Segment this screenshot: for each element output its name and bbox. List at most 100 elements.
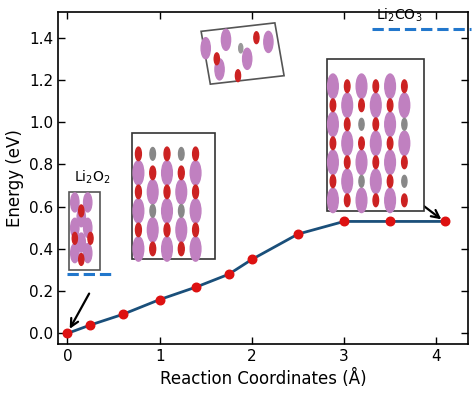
Circle shape bbox=[371, 169, 381, 193]
Circle shape bbox=[190, 237, 201, 261]
Circle shape bbox=[201, 38, 210, 59]
Circle shape bbox=[387, 175, 393, 188]
Text: Li$_2$O$_2$: Li$_2$O$_2$ bbox=[74, 168, 110, 186]
Point bbox=[340, 218, 348, 225]
Circle shape bbox=[385, 74, 395, 98]
Point bbox=[119, 311, 127, 318]
Circle shape bbox=[236, 70, 241, 82]
Circle shape bbox=[345, 194, 350, 207]
Circle shape bbox=[164, 185, 170, 199]
Circle shape bbox=[192, 223, 199, 237]
Circle shape bbox=[150, 204, 155, 217]
Circle shape bbox=[88, 232, 93, 244]
Circle shape bbox=[178, 166, 184, 180]
Circle shape bbox=[190, 199, 201, 223]
Circle shape bbox=[214, 53, 219, 65]
Circle shape bbox=[328, 112, 338, 137]
Point bbox=[64, 330, 71, 336]
Circle shape bbox=[399, 93, 410, 117]
X-axis label: Reaction Coordinates (Å): Reaction Coordinates (Å) bbox=[160, 369, 367, 388]
Point bbox=[294, 231, 301, 237]
Circle shape bbox=[330, 137, 336, 150]
Circle shape bbox=[176, 217, 187, 242]
Circle shape bbox=[150, 147, 155, 160]
Circle shape bbox=[133, 237, 144, 261]
Text: Li$_2$CO$_3$: Li$_2$CO$_3$ bbox=[376, 7, 423, 24]
Circle shape bbox=[342, 93, 353, 117]
Circle shape bbox=[345, 80, 350, 93]
Point bbox=[386, 218, 394, 225]
Circle shape bbox=[342, 169, 353, 193]
Point bbox=[248, 256, 255, 263]
Circle shape bbox=[385, 150, 395, 175]
Circle shape bbox=[399, 131, 410, 156]
Circle shape bbox=[359, 99, 365, 112]
Circle shape bbox=[164, 223, 170, 237]
Circle shape bbox=[176, 180, 187, 204]
Circle shape bbox=[179, 204, 184, 217]
Circle shape bbox=[162, 199, 173, 223]
Circle shape bbox=[264, 32, 273, 52]
Circle shape bbox=[192, 147, 199, 161]
Circle shape bbox=[79, 254, 84, 266]
Circle shape bbox=[387, 99, 393, 112]
Circle shape bbox=[371, 93, 381, 117]
Circle shape bbox=[71, 243, 79, 263]
Point bbox=[442, 218, 449, 225]
Circle shape bbox=[328, 74, 338, 98]
Circle shape bbox=[401, 80, 407, 93]
Circle shape bbox=[356, 188, 367, 213]
Circle shape bbox=[356, 74, 367, 98]
Circle shape bbox=[71, 218, 79, 237]
Circle shape bbox=[215, 59, 224, 80]
Circle shape bbox=[356, 150, 367, 175]
Point bbox=[225, 271, 233, 277]
Circle shape bbox=[162, 237, 173, 261]
Circle shape bbox=[359, 118, 364, 130]
Circle shape bbox=[328, 150, 338, 175]
Circle shape bbox=[136, 185, 141, 199]
Circle shape bbox=[387, 137, 393, 150]
Circle shape bbox=[72, 232, 77, 244]
Circle shape bbox=[133, 161, 144, 185]
Circle shape bbox=[77, 233, 85, 252]
Circle shape bbox=[328, 188, 338, 213]
Circle shape bbox=[71, 193, 79, 212]
Circle shape bbox=[401, 194, 407, 207]
Y-axis label: Energy (eV): Energy (eV) bbox=[6, 129, 24, 227]
Circle shape bbox=[330, 99, 336, 112]
Circle shape bbox=[254, 32, 259, 44]
FancyBboxPatch shape bbox=[328, 59, 424, 211]
Circle shape bbox=[162, 161, 173, 185]
Polygon shape bbox=[201, 23, 284, 84]
Circle shape bbox=[373, 194, 379, 207]
Point bbox=[156, 296, 164, 303]
Circle shape bbox=[164, 147, 170, 161]
Circle shape bbox=[330, 175, 336, 188]
Circle shape bbox=[221, 29, 231, 50]
Circle shape bbox=[345, 156, 350, 169]
Circle shape bbox=[179, 147, 184, 160]
Circle shape bbox=[402, 175, 407, 187]
Point bbox=[87, 322, 94, 328]
Circle shape bbox=[402, 118, 407, 130]
Circle shape bbox=[239, 44, 243, 53]
Circle shape bbox=[243, 48, 252, 69]
FancyBboxPatch shape bbox=[132, 133, 215, 260]
Circle shape bbox=[133, 199, 144, 223]
Circle shape bbox=[83, 243, 92, 263]
Circle shape bbox=[385, 188, 395, 213]
Circle shape bbox=[345, 118, 350, 131]
Circle shape bbox=[385, 112, 395, 137]
Circle shape bbox=[147, 180, 158, 204]
FancyBboxPatch shape bbox=[69, 192, 100, 270]
Circle shape bbox=[401, 156, 407, 169]
Circle shape bbox=[373, 118, 379, 131]
Circle shape bbox=[150, 242, 155, 256]
Circle shape bbox=[178, 242, 184, 256]
Circle shape bbox=[83, 193, 92, 212]
Circle shape bbox=[147, 217, 158, 242]
Circle shape bbox=[136, 223, 141, 237]
Circle shape bbox=[192, 185, 199, 199]
Circle shape bbox=[136, 147, 141, 161]
